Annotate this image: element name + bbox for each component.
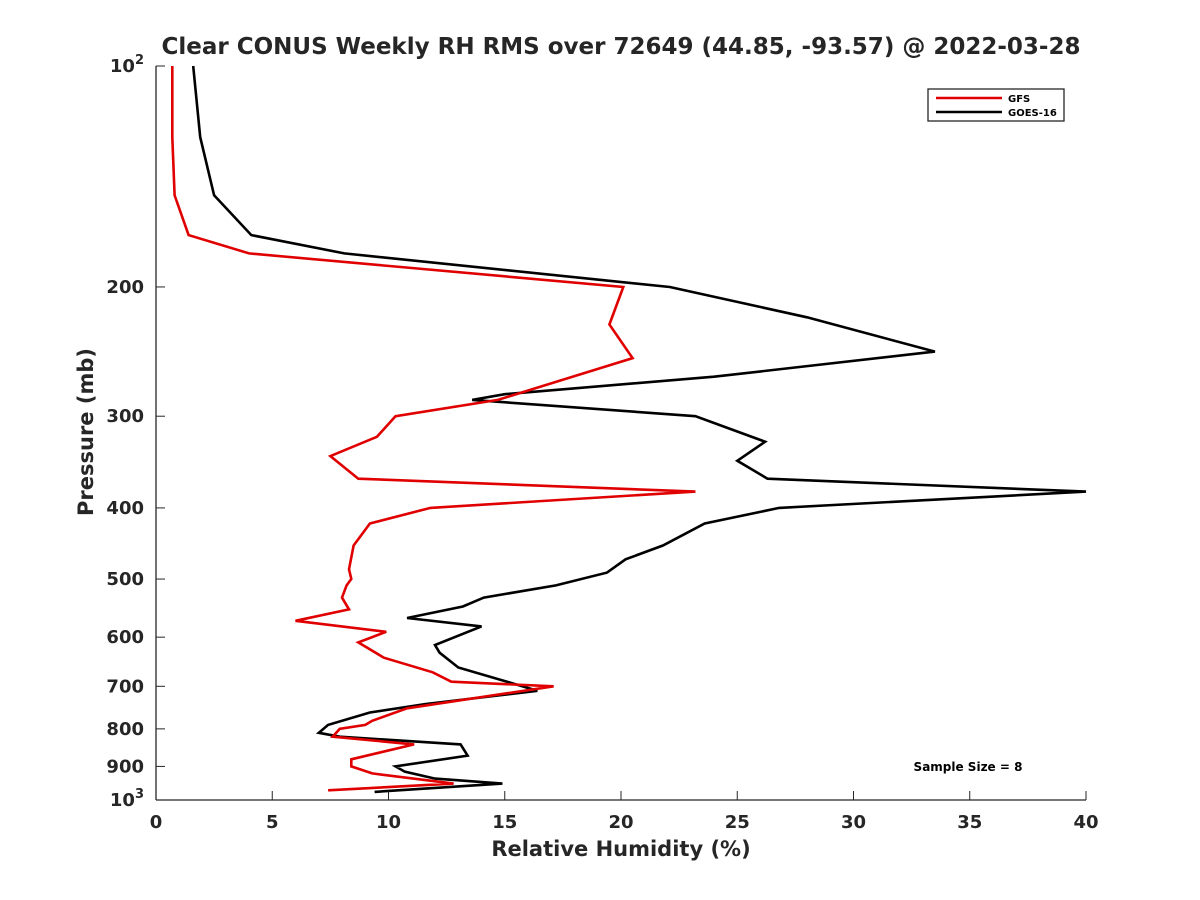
x-tick-label: 5 bbox=[266, 812, 279, 833]
y-tick-label: 200 bbox=[106, 277, 144, 298]
y-tick-label: 600 bbox=[106, 627, 144, 648]
y-axis: 102 200 300 400 500 600 700 800 900 103 bbox=[106, 53, 165, 811]
legend-label: GOES-16 bbox=[1008, 108, 1057, 119]
y-tick-label: 102 bbox=[110, 53, 144, 77]
x-axis: 0 5 10 15 20 25 30 35 40 bbox=[150, 791, 1099, 833]
plot-area bbox=[156, 66, 1086, 800]
y-tick-label: 103 bbox=[110, 787, 144, 811]
legend-box bbox=[927, 88, 1065, 122]
x-tick-label: 25 bbox=[725, 812, 750, 833]
x-axis-label: Relative Humidity (%) bbox=[491, 837, 750, 861]
y-tick-label: 300 bbox=[106, 406, 144, 427]
chart-title: Clear CONUS Weekly RH RMS over 72649 (44… bbox=[162, 34, 1081, 60]
y-axis-label: Pressure (mb) bbox=[74, 348, 98, 516]
x-tick-label: 15 bbox=[492, 812, 517, 833]
series-layer bbox=[171, 65, 1087, 794]
x-tick-label: 0 bbox=[150, 812, 163, 833]
x-tick-label: 20 bbox=[608, 812, 633, 833]
y-tick-label: 800 bbox=[106, 719, 144, 740]
y-tick-label: 400 bbox=[106, 498, 144, 519]
x-tick-label: 35 bbox=[957, 812, 982, 833]
y-tick-label: 500 bbox=[106, 569, 144, 590]
series-line-gfs bbox=[171, 66, 696, 792]
x-tick-label: 30 bbox=[841, 812, 866, 833]
y-tick-label: 700 bbox=[106, 676, 144, 697]
y-tick-label: 900 bbox=[106, 756, 144, 777]
sample-size-annotation: Sample Size = 8 bbox=[914, 760, 1023, 774]
x-tick-label: 10 bbox=[376, 812, 401, 833]
legend-label: GFS bbox=[1008, 94, 1030, 105]
legend: GFS GOES-16 bbox=[927, 88, 1065, 122]
x-tick-label: 40 bbox=[1073, 812, 1098, 833]
